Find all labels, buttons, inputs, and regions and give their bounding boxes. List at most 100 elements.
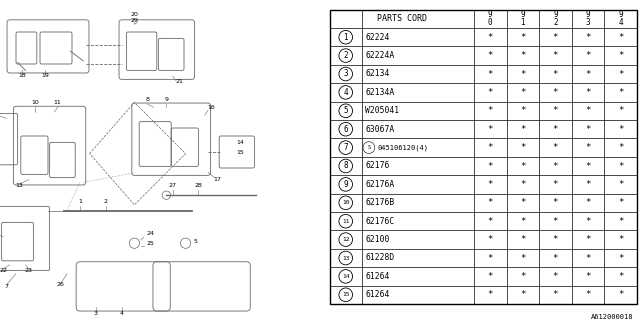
Text: *: * (585, 253, 591, 262)
Text: 1: 1 (78, 199, 82, 204)
Text: 9
3: 9 3 (586, 10, 590, 28)
Text: A612000018: A612000018 (591, 314, 634, 320)
Text: *: * (553, 33, 558, 42)
Text: *: * (488, 290, 493, 299)
Text: 3: 3 (344, 69, 348, 78)
Text: *: * (520, 143, 525, 152)
Text: *: * (585, 143, 591, 152)
Text: 61264: 61264 (365, 272, 389, 281)
Text: 62224: 62224 (365, 33, 389, 42)
Text: *: * (520, 51, 525, 60)
Text: *: * (585, 33, 591, 42)
Text: *: * (520, 180, 525, 189)
Text: 16: 16 (207, 105, 215, 110)
Text: *: * (585, 290, 591, 299)
Text: *: * (618, 198, 623, 207)
Text: 23: 23 (25, 268, 33, 273)
Text: *: * (553, 235, 558, 244)
Text: 62134: 62134 (365, 69, 389, 78)
Text: *: * (488, 162, 493, 171)
Text: 62176A: 62176A (365, 180, 394, 189)
Text: *: * (553, 69, 558, 78)
Text: 14: 14 (342, 274, 349, 279)
Text: *: * (488, 198, 493, 207)
Text: *: * (585, 125, 591, 134)
Text: 62176: 62176 (365, 162, 389, 171)
Text: *: * (618, 180, 623, 189)
Text: *: * (553, 88, 558, 97)
Text: *: * (585, 69, 591, 78)
Text: 8: 8 (145, 97, 149, 102)
Text: 17: 17 (214, 177, 221, 182)
Text: *: * (553, 162, 558, 171)
Text: *: * (618, 162, 623, 171)
Text: *: * (585, 106, 591, 115)
Text: 9: 9 (164, 97, 168, 102)
Text: *: * (488, 106, 493, 115)
Text: *: * (553, 51, 558, 60)
Text: *: * (553, 106, 558, 115)
Text: 63067A: 63067A (365, 125, 394, 134)
Text: 045106120(4): 045106120(4) (378, 144, 429, 151)
Text: 29: 29 (131, 18, 138, 23)
Text: *: * (618, 272, 623, 281)
Text: 18: 18 (19, 73, 26, 78)
Text: 4: 4 (120, 311, 124, 316)
Text: 10: 10 (342, 200, 349, 205)
Text: *: * (618, 253, 623, 262)
Text: *: * (553, 198, 558, 207)
Text: 15: 15 (342, 292, 349, 297)
Text: *: * (553, 143, 558, 152)
Text: *: * (488, 253, 493, 262)
Text: 3: 3 (94, 311, 98, 316)
Text: 61228D: 61228D (365, 253, 394, 262)
Text: *: * (488, 51, 493, 60)
Text: 62134A: 62134A (365, 88, 394, 97)
Text: *: * (520, 253, 525, 262)
Text: 7: 7 (4, 284, 8, 289)
Text: *: * (520, 217, 525, 226)
Text: PARTS CORD: PARTS CORD (377, 14, 427, 23)
Text: 22: 22 (0, 268, 7, 273)
Text: *: * (585, 235, 591, 244)
Text: 10: 10 (31, 100, 39, 105)
Text: 4: 4 (344, 88, 348, 97)
Text: *: * (520, 69, 525, 78)
Text: 26: 26 (57, 282, 65, 287)
Text: *: * (618, 33, 623, 42)
Text: 20: 20 (131, 12, 138, 17)
Text: *: * (488, 88, 493, 97)
Text: 19: 19 (41, 73, 49, 78)
Text: 9
0: 9 0 (488, 10, 493, 28)
Text: *: * (618, 143, 623, 152)
Text: *: * (520, 106, 525, 115)
Text: *: * (520, 162, 525, 171)
Text: *: * (618, 290, 623, 299)
Text: *: * (520, 290, 525, 299)
Text: *: * (520, 272, 525, 281)
Text: *: * (520, 33, 525, 42)
Text: 27: 27 (169, 183, 177, 188)
Text: *: * (488, 235, 493, 244)
Text: 6: 6 (344, 125, 348, 134)
Text: *: * (488, 125, 493, 134)
Text: 25: 25 (147, 241, 154, 246)
Text: *: * (553, 253, 558, 262)
Text: *: * (585, 217, 591, 226)
Text: 15: 15 (236, 149, 244, 155)
Text: *: * (553, 290, 558, 299)
Text: *: * (553, 272, 558, 281)
Text: 62100: 62100 (365, 235, 389, 244)
Text: *: * (520, 88, 525, 97)
Text: *: * (488, 272, 493, 281)
Text: 13: 13 (342, 255, 349, 260)
Text: 13: 13 (15, 183, 23, 188)
Text: 14: 14 (236, 140, 244, 145)
Text: *: * (585, 51, 591, 60)
Text: 9
1: 9 1 (520, 10, 525, 28)
Text: 2: 2 (344, 51, 348, 60)
Text: 5: 5 (344, 106, 348, 115)
Text: 11: 11 (54, 100, 61, 105)
Text: W205041: W205041 (365, 106, 399, 115)
Text: 7: 7 (344, 143, 348, 152)
